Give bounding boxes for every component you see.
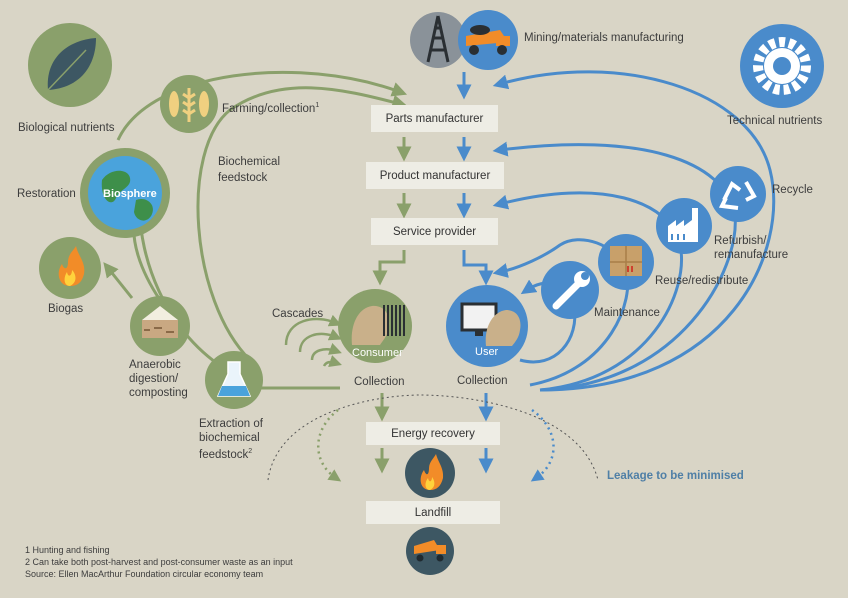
boxes-icon xyxy=(598,234,654,290)
extraction-line-1: Extraction of xyxy=(199,418,263,430)
refurbish-label: Refurbish/ remanufacture xyxy=(714,234,788,262)
factory-icon xyxy=(656,198,712,254)
leakage-label: Leakage to be minimised xyxy=(607,470,744,482)
cascades-label: Cascades xyxy=(272,308,324,320)
globe-icon xyxy=(80,148,170,238)
farming-label: Farming/collection1 xyxy=(222,99,319,116)
energy-flame-icon xyxy=(405,448,455,498)
biochemical-feedstock-label: Biochemical feedstock xyxy=(218,155,280,185)
anaerobic-line-3: composting xyxy=(129,387,188,399)
leaf-icon xyxy=(28,23,112,107)
parts-manufacturer-box: Parts manufacturer xyxy=(371,105,498,132)
mining-label: Mining/materials manufacturing xyxy=(524,32,684,44)
user-computer-icon xyxy=(446,285,528,367)
anaerobic-label: Anaerobic digestion/ composting xyxy=(129,358,188,400)
biological-nutrients-label: Biological nutrients xyxy=(18,122,115,134)
anaerobic-line-1: Anaerobic xyxy=(129,359,181,371)
flow-service-user xyxy=(462,250,494,286)
restoration-label: Restoration xyxy=(17,188,76,200)
biological-flows xyxy=(103,70,412,474)
extraction-label: Extraction of biochemical feedstock2 xyxy=(199,417,263,462)
feedstock-line-2: feedstock xyxy=(218,172,268,184)
wrench-icon xyxy=(541,261,599,319)
technical-nutrients-label: Technical nutrients xyxy=(727,115,823,127)
extraction-line-3: feedstock2 xyxy=(199,445,263,462)
biosphere-label: Biosphere xyxy=(103,188,157,200)
anaerobic-line-2: digestion/ xyxy=(129,373,179,385)
truck-icon xyxy=(458,10,518,70)
oil-rig-icon xyxy=(410,12,466,68)
leakage-arcs xyxy=(267,394,599,482)
source-note: Source: Ellen MacArthur Foundation circu… xyxy=(25,569,264,579)
extraction-line-3-text: feedstock xyxy=(199,448,249,461)
reuse-label: Reuse/redistribute xyxy=(655,275,749,287)
energy-recovery-box: Energy recovery xyxy=(366,422,500,445)
farming-arc xyxy=(116,70,408,141)
biogas-label: Biogas xyxy=(48,303,84,315)
refurbish-line-2: remanufacture xyxy=(714,249,789,261)
landfill-box: Landfill xyxy=(366,501,500,524)
to-biogas-arrow xyxy=(103,262,134,299)
user-label: User xyxy=(475,346,499,358)
feedstock-arc xyxy=(196,86,408,362)
dump-truck-icon xyxy=(406,527,454,575)
farming-footnote-ref: 1 xyxy=(315,102,320,109)
footnote-2: 2 Can take both post-harvest and post-co… xyxy=(25,557,293,567)
farming-text: Farming/collection xyxy=(222,102,316,115)
consumer-head-icon xyxy=(338,289,412,363)
footnote-1: 1 Hunting and fishing xyxy=(25,545,110,555)
flask-icon xyxy=(205,351,263,409)
refurbish-line-1: Refurbish/ xyxy=(714,235,767,247)
recycle-icon xyxy=(710,166,766,222)
consumer-label: Consumer xyxy=(352,347,403,359)
flow-service-consumer xyxy=(372,250,406,286)
feedstock-line-1: Biochemical xyxy=(218,156,280,168)
soil-layers-icon xyxy=(130,296,190,356)
recycle-label: Recycle xyxy=(772,184,813,196)
cascade-arcs xyxy=(284,314,342,367)
collection-right-label: Collection xyxy=(457,375,508,387)
extraction-footnote-ref: 2 xyxy=(248,448,253,455)
flame-icon xyxy=(39,237,101,299)
product-manufacturer-box: Product manufacturer xyxy=(366,162,504,189)
collection-left-label: Collection xyxy=(354,376,405,388)
gear-icon xyxy=(740,24,824,108)
service-provider-box: Service provider xyxy=(371,218,498,245)
extraction-line-2: biochemical xyxy=(199,432,260,444)
wheat-fish-icon xyxy=(160,75,218,133)
maintenance-label: Maintenance xyxy=(594,307,660,319)
technical-nutrients-arc xyxy=(492,70,776,392)
